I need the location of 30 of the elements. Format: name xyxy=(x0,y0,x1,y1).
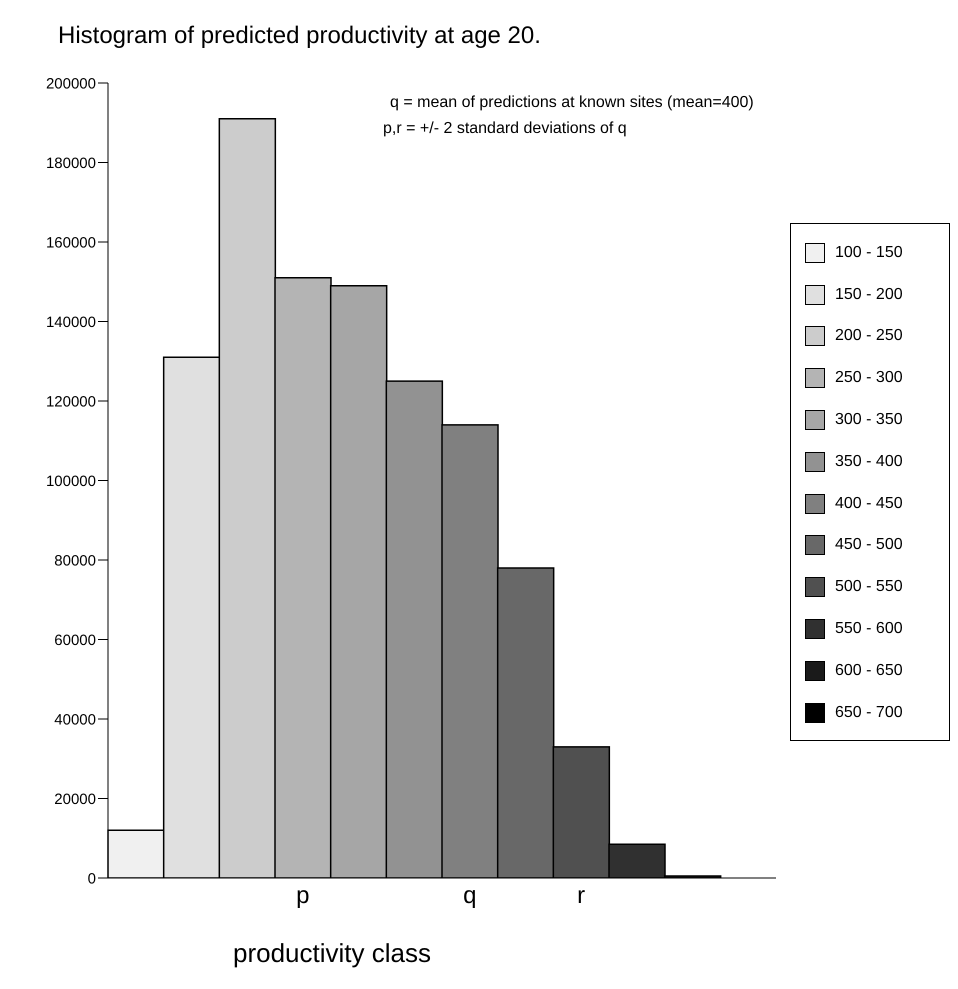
legend-label: 400 - 450 xyxy=(835,494,903,513)
legend-label: 450 - 500 xyxy=(835,536,903,554)
x-tick-label: p xyxy=(296,882,310,910)
legend-label: 100 - 150 xyxy=(835,244,903,262)
legend-label: 500 - 550 xyxy=(835,578,903,596)
legend-label: 250 - 300 xyxy=(835,369,903,388)
y-tick-label: 180000 xyxy=(46,154,96,172)
y-tick-label: 120000 xyxy=(46,393,96,410)
x-axis-title: productivity class xyxy=(233,938,431,969)
annotation: p,r = +/- 2 standard deviations of q xyxy=(383,120,627,138)
y-tick-label: 100000 xyxy=(46,472,96,490)
x-tick-label: q xyxy=(463,882,477,910)
legend-label: 300 - 350 xyxy=(835,411,903,430)
legend-label: 350 - 400 xyxy=(835,452,903,471)
y-tick-label: 200000 xyxy=(46,75,96,92)
legend-label: 600 - 650 xyxy=(835,662,903,680)
y-tick-label: 160000 xyxy=(46,234,96,252)
y-tick-label: 60000 xyxy=(54,632,96,649)
chart-title: Histogram of predicted productivity at age 20. xyxy=(58,22,541,50)
annotation: q = mean of predictions at known sites (mean=400) xyxy=(390,94,754,112)
y-tick-label: 140000 xyxy=(46,314,96,331)
x-tick-label: r xyxy=(577,882,586,910)
y-tick-label: 0 xyxy=(88,870,96,888)
y-tick-label: 40000 xyxy=(54,711,96,728)
legend-label: 650 - 700 xyxy=(835,704,903,722)
legend-label: 550 - 600 xyxy=(835,620,903,638)
y-tick-label: 80000 xyxy=(54,552,96,570)
legend-label: 200 - 250 xyxy=(835,327,903,346)
legend-label: 150 - 200 xyxy=(835,286,903,304)
y-tick-label: 20000 xyxy=(54,790,96,808)
